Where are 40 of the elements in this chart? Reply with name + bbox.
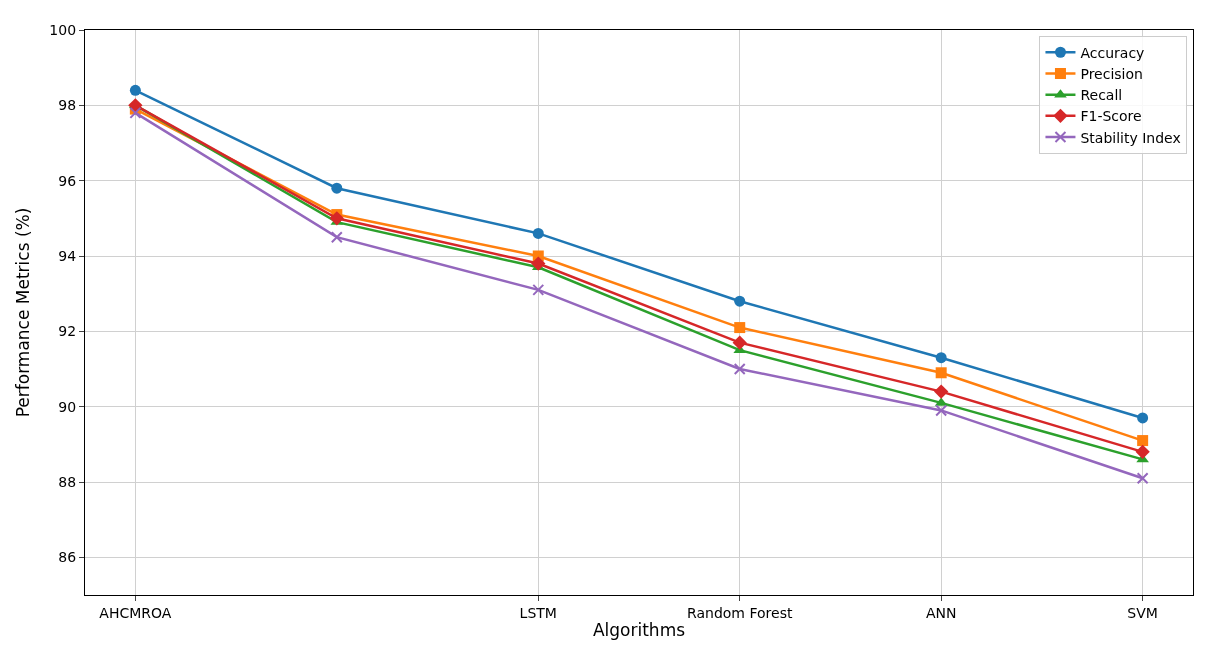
y-tick-label: 90 bbox=[58, 398, 77, 415]
point bbox=[1135, 444, 1150, 460]
x-tick-label: AHCMROA bbox=[99, 604, 172, 621]
point bbox=[531, 256, 546, 271]
point bbox=[733, 363, 746, 375]
legend-label: Recall bbox=[1080, 87, 1123, 104]
x-tick-label: Random Forest bbox=[687, 604, 793, 621]
x-tick-label: SVM bbox=[1127, 604, 1158, 621]
point bbox=[732, 335, 747, 350]
y-tick-label: 92 bbox=[58, 323, 77, 340]
point bbox=[129, 84, 141, 96]
y-tick-label: 96 bbox=[58, 172, 77, 189]
point bbox=[129, 106, 142, 119]
point bbox=[1137, 435, 1149, 447]
point bbox=[734, 295, 746, 307]
legend-label: Precision bbox=[1080, 65, 1143, 82]
point bbox=[935, 352, 947, 364]
point bbox=[331, 182, 343, 194]
legend-label: Accuracy bbox=[1080, 44, 1145, 61]
point bbox=[330, 231, 343, 244]
y-tick-label: 88 bbox=[58, 473, 77, 490]
legend-label: F1-Score bbox=[1080, 108, 1142, 125]
y-tick-label: 86 bbox=[58, 549, 77, 566]
y-tick-label: 98 bbox=[58, 97, 77, 114]
y-tick-label: 100 bbox=[49, 21, 77, 38]
y-tick-label: 94 bbox=[58, 247, 77, 264]
point bbox=[532, 283, 545, 296]
point bbox=[532, 227, 544, 239]
point bbox=[1137, 412, 1149, 424]
y-axis-title: Performance Metrics (%) bbox=[12, 207, 33, 418]
point bbox=[329, 211, 344, 226]
x-axis-title: Algorithms bbox=[592, 620, 686, 641]
point bbox=[734, 322, 746, 334]
point bbox=[934, 384, 949, 399]
point bbox=[935, 404, 948, 417]
legend-label: Stability Index bbox=[1080, 129, 1181, 146]
x-tick-label: ANN bbox=[925, 604, 957, 621]
point bbox=[935, 367, 947, 379]
point bbox=[1136, 472, 1149, 485]
x-tick-label: LSTM bbox=[519, 604, 557, 621]
